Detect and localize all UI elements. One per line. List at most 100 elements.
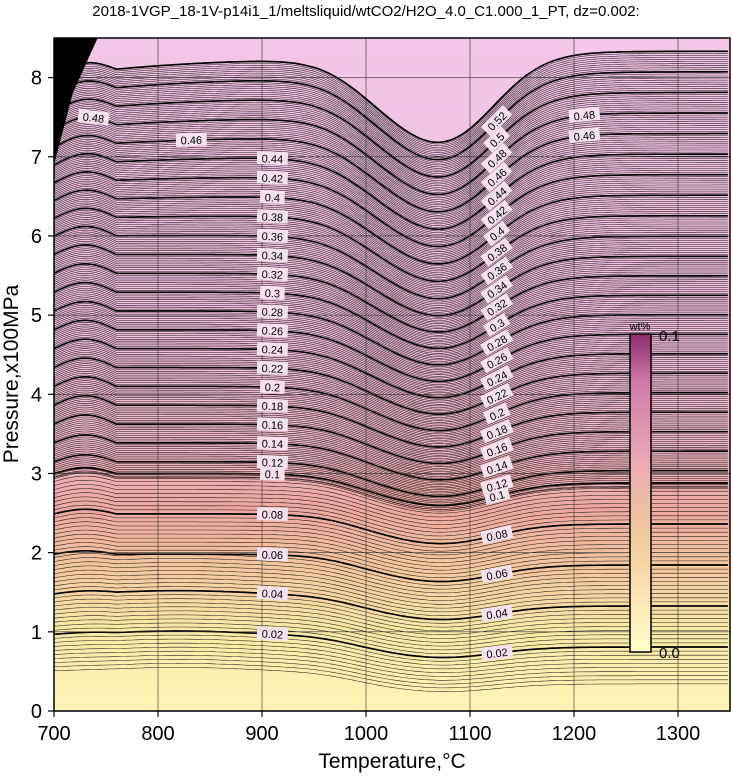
contour-label-text: 0.02 <box>486 647 509 662</box>
contour-label-bg <box>259 190 286 205</box>
contour-minor <box>54 173 728 249</box>
contour-minor <box>54 586 728 616</box>
contour-minor <box>54 614 728 643</box>
contour-minor <box>54 110 728 193</box>
contour-label-bg <box>256 436 289 451</box>
contour-minor <box>54 90 728 176</box>
contour-minor <box>54 470 728 510</box>
contour-label: 0.46 <box>568 127 601 144</box>
contour-minor <box>54 403 728 454</box>
contour-minor <box>54 195 728 270</box>
contour-label: 0.4 <box>259 190 286 205</box>
contour-minor <box>54 462 728 504</box>
contour-label-bg <box>483 220 511 247</box>
contour-label-text: 0.06 <box>262 550 284 563</box>
contour-minor <box>54 428 728 476</box>
contour-minor <box>54 147 728 225</box>
contour-minor <box>54 406 728 458</box>
contour-major <box>54 414 728 465</box>
contour-minor <box>54 369 728 425</box>
contour-minor <box>54 63 728 153</box>
contour-minor <box>54 145 728 223</box>
contour-minor <box>54 175 728 251</box>
contour-label: 0.46 <box>175 132 207 148</box>
contour-minor <box>54 186 728 261</box>
contour-label-bg <box>256 228 289 244</box>
contour-label: 0.08 <box>256 507 288 522</box>
contour-minor <box>54 314 728 377</box>
contour-label-bg <box>480 199 513 230</box>
contour-label-bg <box>256 626 289 641</box>
contour-label-text: 0.48 <box>82 112 105 126</box>
x-tick-label: 1200 <box>552 723 597 745</box>
contour-label-bg <box>256 360 289 376</box>
x-axis: 700 800 900 1000 1100 1200 1300 <box>37 711 700 745</box>
contour-label-bg <box>480 143 513 174</box>
contour-minor <box>54 259 728 329</box>
contour-major <box>54 589 728 621</box>
contour-label: 0.24 <box>256 341 289 357</box>
contour-label-text: 0.22 <box>261 363 283 376</box>
grid-lines <box>54 38 730 711</box>
contour-label-text: 0.04 <box>486 607 509 622</box>
contour-label: 0.22 <box>256 360 289 376</box>
contour-label: 0.14 <box>256 436 289 451</box>
contour-minor <box>54 108 728 192</box>
contour-label-text: 0.2 <box>264 382 280 395</box>
contour-minor <box>54 303 728 367</box>
contour-label-bg <box>480 524 514 545</box>
contour-minor <box>54 98 728 183</box>
x-tick-label: 1100 <box>448 723 491 745</box>
contour-minor <box>54 634 728 662</box>
contour-major <box>54 189 728 265</box>
contour-minor <box>54 655 728 681</box>
contour-label-bg <box>480 293 514 321</box>
contour-label: 0.18 <box>256 398 289 413</box>
contour-label: 0.48 <box>77 108 110 126</box>
x-tick-label: 800 <box>141 723 174 745</box>
contour-minor <box>54 582 728 613</box>
contour-label-bg <box>256 151 289 166</box>
contour-minor <box>54 274 728 343</box>
contour-label-bg <box>259 285 286 300</box>
contour-label-bg <box>480 564 514 584</box>
contour-minor <box>54 61 728 152</box>
contour-major <box>54 244 728 317</box>
contour-minor <box>54 371 728 426</box>
contour-minor <box>54 104 728 188</box>
contour-label-text: 0.34 <box>261 250 283 263</box>
contour-minor <box>54 169 728 246</box>
contour-minor <box>54 533 728 567</box>
contour-label: 0.16 <box>256 417 289 432</box>
contour-minor <box>54 125 728 206</box>
contour-minor <box>54 480 728 518</box>
contour-label-text: 0.46 <box>573 130 596 144</box>
contour-minor <box>54 206 728 280</box>
contour-minor <box>54 218 728 292</box>
contour-minor <box>54 331 728 392</box>
contour-label-bg <box>259 379 285 394</box>
colorbar-unit: wt% <box>629 321 651 333</box>
contour-label-bg <box>480 347 514 374</box>
contour-minor <box>54 340 728 400</box>
contour-minor <box>54 380 728 435</box>
contour-minor <box>54 460 728 502</box>
contour-minor <box>54 299 728 364</box>
contour-minor <box>54 177 728 252</box>
contour-minor <box>54 401 728 453</box>
contour-label-bg <box>480 161 513 193</box>
contour-minor <box>54 378 728 433</box>
contour-label-text: 0.32 <box>261 269 283 282</box>
contour-label: 0.08 <box>480 524 514 545</box>
contour-label-bg <box>256 341 289 357</box>
contour-minor <box>54 213 728 287</box>
contour-minor <box>54 569 728 601</box>
contour-minor <box>54 472 728 512</box>
contour-label-text: 0.1 <box>488 489 506 504</box>
contour-minor <box>54 308 728 372</box>
contour-label-text: 0.46 <box>180 135 202 148</box>
contour-minor <box>54 420 728 469</box>
contour-minor <box>54 157 728 233</box>
contour-label-bg <box>256 247 289 263</box>
contour-label-bg <box>480 275 514 304</box>
